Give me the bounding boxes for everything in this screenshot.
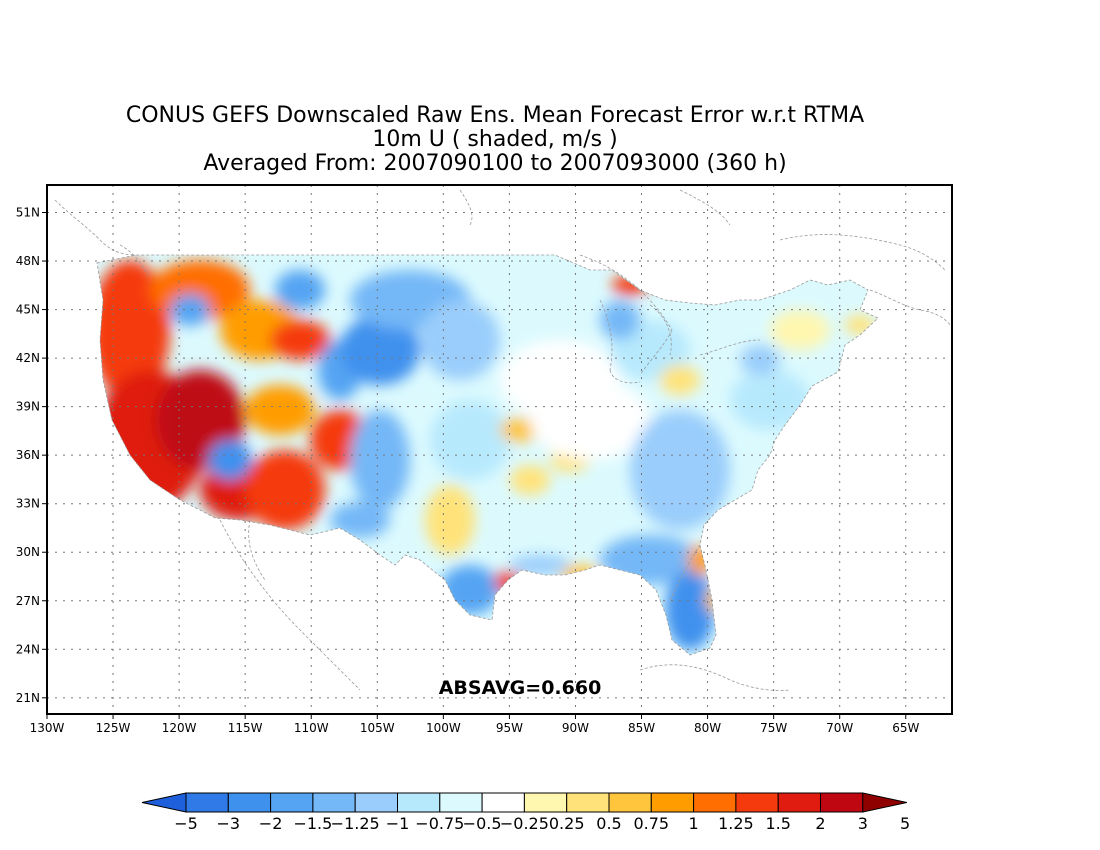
lon-tick-label: 85W bbox=[628, 721, 655, 735]
title-line-3: Averaged From: 2007090100 to 2007093000 … bbox=[203, 151, 787, 176]
colorbar-label: −2 bbox=[259, 814, 283, 833]
colorbar-segment bbox=[735, 792, 779, 813]
colorbar-label: 1.5 bbox=[765, 814, 790, 833]
lon-tick-label: 95W bbox=[496, 721, 523, 735]
lon-tick-label: 110W bbox=[294, 721, 329, 735]
lat-tick-label: 48N bbox=[16, 254, 40, 268]
lon-tick-label: 130W bbox=[30, 721, 65, 735]
absavg-annotation: ABSAVG=0.660 bbox=[439, 677, 602, 699]
longitude-labels: 130W 125W 120W 115W 110W 105W 100W 95W 90W 85W 80W… bbox=[30, 721, 920, 735]
colorbar-label: 0.25 bbox=[549, 814, 585, 833]
colorbar-segment bbox=[650, 792, 695, 813]
colorbar-high-arrow bbox=[862, 792, 907, 813]
title-line-1: CONUS GEFS Downscaled Raw Ens. Mean Fore… bbox=[125, 103, 865, 128]
coastline-outlines bbox=[54, 189, 951, 691]
lon-tick-label: 100W bbox=[426, 721, 461, 735]
colorbar-segment bbox=[566, 792, 610, 813]
colorbar-label: −1.25 bbox=[331, 814, 380, 833]
colorbar-label: −5 bbox=[174, 814, 198, 833]
colorbar-segment bbox=[227, 792, 272, 813]
latitude-labels: 51N 48N 45N 42N 39N 36N 33N 30N 27N 24N 21N bbox=[16, 206, 40, 705]
colorbar-label: 0.75 bbox=[633, 814, 669, 833]
lat-tick-label: 21N bbox=[16, 691, 40, 705]
lat-tick-label: 30N bbox=[16, 545, 40, 559]
colorbar-label: −0.25 bbox=[500, 814, 549, 833]
colorbar-segment bbox=[608, 792, 652, 813]
lat-tick-label: 33N bbox=[16, 497, 40, 511]
map-frame bbox=[46, 184, 953, 715]
colorbar-label: −0.5 bbox=[463, 814, 502, 833]
colorbar-label: 1 bbox=[689, 814, 699, 833]
lat-tick-label: 36N bbox=[16, 448, 40, 462]
lat-tick-label: 42N bbox=[16, 351, 40, 365]
colorbar-segment bbox=[523, 792, 568, 813]
colorbar-label: 3 bbox=[858, 814, 868, 833]
lat-tick-label: 27N bbox=[16, 594, 40, 608]
lat-tick-label: 39N bbox=[16, 400, 40, 414]
colorbar-segment bbox=[481, 792, 525, 813]
shaded-field bbox=[97, 255, 878, 655]
lon-tick-label: 105W bbox=[360, 721, 395, 735]
lat-tick-label: 51N bbox=[16, 206, 40, 220]
colorbar-label: 1.25 bbox=[718, 814, 754, 833]
colorbar-low-arrow bbox=[141, 792, 187, 813]
lon-tick-label: 90W bbox=[562, 721, 589, 735]
lon-tick-label: 75W bbox=[760, 721, 787, 735]
colorbar-label: −3 bbox=[217, 814, 241, 833]
colorbar-label: −0.75 bbox=[415, 814, 464, 833]
colorbar-label: −1.5 bbox=[293, 814, 332, 833]
colorbar-label: 0.5 bbox=[596, 814, 621, 833]
lon-tick-label: 125W bbox=[96, 721, 131, 735]
lon-tick-label: 80W bbox=[694, 721, 721, 735]
colorbar-segment bbox=[185, 792, 229, 813]
lon-tick-label: 65W bbox=[892, 721, 919, 735]
lon-tick-label: 115W bbox=[228, 721, 263, 735]
colorbar-segment bbox=[312, 792, 356, 813]
colorbar-segment bbox=[354, 792, 399, 813]
lon-tick-label: 70W bbox=[826, 721, 853, 735]
lon-tick-label: 120W bbox=[162, 721, 197, 735]
colorbar-segment bbox=[693, 792, 737, 813]
colorbar-segment bbox=[397, 792, 441, 813]
lat-tick-label: 45N bbox=[16, 303, 40, 317]
lat-tick-label: 24N bbox=[16, 642, 40, 656]
colorbar-segment bbox=[777, 792, 822, 813]
colorbar-label: 2 bbox=[815, 814, 825, 833]
colorbar-label: 5 bbox=[900, 814, 910, 833]
colorbar: −5 −3 −2 −1.5−1.25 −1 −0.75−0.5−0.25 0.25 0.5 0.… bbox=[141, 792, 910, 833]
colorbar-segment bbox=[270, 792, 314, 813]
title-line-2: 10m U ( shaded, m/s ) bbox=[372, 127, 618, 152]
colorbar-segment bbox=[439, 792, 483, 813]
colorbar-label: −1 bbox=[386, 814, 410, 833]
colorbar-segment bbox=[820, 792, 864, 813]
